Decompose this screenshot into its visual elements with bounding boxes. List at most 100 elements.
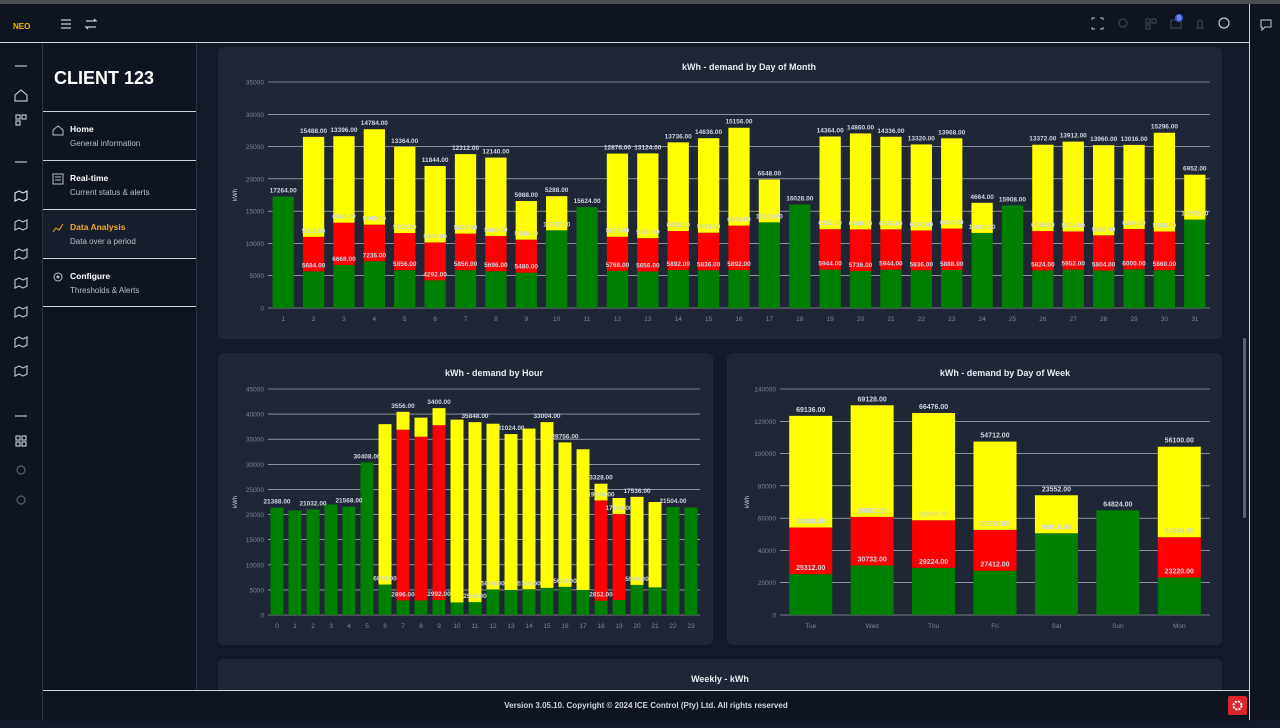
bar-segment: [667, 269, 689, 308]
nav-item[interactable]: Home General information: [43, 111, 196, 159]
y-tick-label: 10000: [246, 241, 264, 248]
bar-segment: [606, 270, 629, 308]
data-label: 5120.00: [517, 580, 541, 587]
y-axis-title: kWh: [233, 496, 239, 508]
bar-segment: [454, 233, 477, 271]
data-label: 30052.00: [858, 508, 887, 515]
x-tick-label: 22: [669, 623, 677, 630]
y-axis-title: kWh: [233, 189, 239, 201]
bar-segment: [697, 270, 720, 308]
rail-icons[interactable]: [0, 43, 42, 543]
data-label: 5768.00: [606, 262, 630, 269]
data-label: 5736.00: [849, 262, 873, 269]
data-label: 15908.00: [999, 196, 1026, 203]
data-label: 13960.00: [1090, 136, 1117, 143]
x-tick-label: Thu: [928, 623, 940, 630]
bar-segment: [396, 411, 410, 430]
x-tick-label: 22: [918, 316, 926, 323]
data-label: 69128.00: [858, 396, 887, 403]
bar-segment: [630, 584, 644, 615]
bar-segment: [432, 408, 446, 426]
data-label: 25320.00: [980, 521, 1009, 528]
data-label: 5664.00: [454, 225, 478, 232]
data-label: 6544.00: [332, 214, 356, 221]
chart-title: kWh - demand by Day of Month: [682, 62, 816, 72]
chat-icon[interactable]: [1259, 18, 1273, 32]
x-tick-label: 29: [1130, 316, 1138, 323]
data-label: 25312.00: [796, 565, 825, 572]
data-label: 27412.00: [980, 562, 1009, 569]
bar-segment: [612, 514, 626, 600]
bar-segment: [941, 228, 963, 270]
nav-title: Real-time: [70, 173, 109, 183]
bar-segment: [666, 507, 680, 615]
header-left-icons[interactable]: [58, 16, 108, 32]
data-label: 5904.00: [1062, 222, 1086, 229]
chart-card: kWh - demand by Day of Month kWh 0 5000 1000…: [218, 47, 1222, 339]
bar-segment: [302, 271, 325, 308]
scrollbar[interactable]: [1243, 338, 1246, 518]
data-label: 5824.00: [1031, 261, 1055, 268]
data-label: 17536.00: [623, 488, 650, 495]
bar-segment: [667, 142, 689, 232]
bar-segment: [789, 415, 833, 528]
bar-segment: [360, 462, 374, 615]
data-label: 50616.00: [1042, 524, 1071, 531]
bar-segment: [1153, 132, 1176, 232]
data-label: 13372.00: [1029, 136, 1056, 143]
nav-icon: [52, 173, 64, 185]
data-label: 56100.00: [1165, 438, 1194, 445]
data-label: 54712.00: [980, 433, 1009, 440]
x-tick-label: 23: [687, 623, 695, 630]
bar-segment: [850, 565, 894, 615]
bar-segment: [515, 272, 537, 308]
bar-segment: [697, 138, 720, 233]
data-label: 35848.00: [461, 413, 488, 420]
data-label: 5696.00: [484, 262, 508, 269]
bar-segment: [540, 422, 554, 588]
data-label: 13124.00: [634, 144, 661, 151]
nav-item-active[interactable]: Data Analysis Data over a period: [43, 209, 196, 257]
bar-segment: [363, 261, 385, 308]
y-tick-label: 0: [260, 613, 264, 620]
x-tick-label: 15: [705, 316, 713, 323]
data-label: 6868.00: [727, 217, 751, 224]
data-label: 5268.00: [606, 228, 630, 235]
bar-segment: [941, 138, 963, 229]
data-label: 5656.00: [636, 262, 660, 269]
bar-segment: [414, 600, 428, 615]
x-tick-label: 11: [584, 316, 591, 323]
bar-segment: [606, 236, 629, 271]
x-tick-label: 21: [887, 316, 895, 323]
chart-card: kWh - demand by Day of Week kWh 0 20000 4000…: [727, 353, 1222, 645]
data-label: 5892.00: [727, 261, 751, 268]
bar-segment: [1153, 231, 1176, 271]
bar-segment: [450, 602, 464, 615]
x-tick-label: 24: [978, 316, 986, 323]
footer-text: Version 3.05.10. Copyright © 2024 ICE Co…: [504, 701, 788, 710]
bar-segment: [637, 271, 659, 308]
bar-segment: [504, 589, 518, 615]
settings-button[interactable]: [1228, 696, 1247, 715]
x-tick-label: 3: [329, 623, 333, 630]
bar-segment: [1001, 205, 1024, 308]
bar-segment: [941, 269, 963, 308]
nav-item[interactable]: Configure Thresholds & Alerts: [43, 258, 196, 307]
bar-segment: [485, 271, 507, 308]
data-label: 14336.00: [877, 128, 904, 135]
bar-segment: [850, 405, 894, 517]
header-right-icons[interactable]: 0: [1088, 14, 1238, 36]
nav-item[interactable]: Real-time Current status & alerts: [43, 160, 196, 208]
bar-segment: [454, 270, 477, 308]
x-tick-label: 2: [311, 623, 315, 630]
data-label: 4664.00: [970, 194, 994, 201]
x-tick-label: 19: [615, 623, 623, 630]
data-label: 13264.00: [756, 213, 783, 220]
bar-segment: [594, 483, 608, 501]
bar-segment: [540, 587, 554, 615]
y-tick-label: 10000: [246, 562, 264, 569]
header: NEO 0: [0, 4, 1280, 43]
data-label: 5684.00: [302, 262, 326, 269]
nav-subtitle: Data over a period: [70, 237, 136, 246]
data-label: 5836.00: [910, 261, 934, 268]
